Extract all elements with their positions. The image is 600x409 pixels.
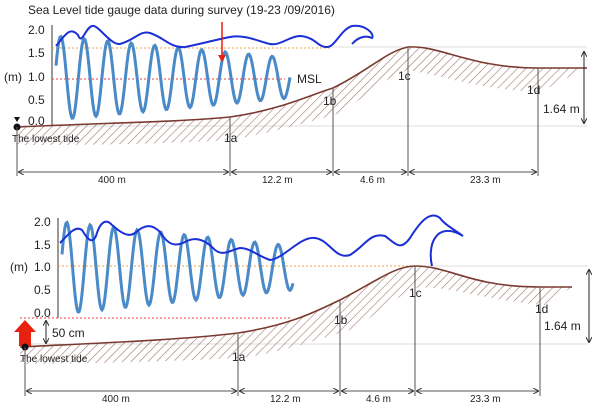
distance-label: 12.2 m — [270, 394, 301, 404]
distance-label: 23.3 m — [470, 175, 501, 186]
sea-level-rise-arrow-icon — [14, 320, 36, 346]
seabed-profile — [16, 46, 587, 128]
station-lines — [24, 266, 541, 396]
y-tick: 1.0 — [28, 70, 45, 84]
offset-label: 50 cm — [52, 326, 85, 340]
station-lines — [16, 47, 539, 176]
seabed-profile — [19, 265, 572, 348]
height-label: 1.64 m — [544, 319, 581, 333]
distance-label: 4.6 m — [366, 394, 391, 404]
station-1c: 1c — [398, 69, 411, 83]
lowest-tide-label: The lowest tide — [20, 354, 88, 365]
distance-label: 12.2 m — [262, 175, 293, 186]
red-pointer-arrowhead — [218, 55, 226, 62]
water-level-triangle-icon — [14, 117, 20, 122]
distance-label: 23.3 m — [470, 394, 501, 404]
lowest-tide-label: The lowest tide — [12, 134, 80, 145]
y-tick: 2.0 — [34, 215, 51, 229]
y-unit: (m) — [4, 70, 22, 84]
station-1a: 1a — [232, 350, 246, 364]
tide-gauge-signal — [60, 220, 295, 314]
height-label: 1.64 m — [543, 102, 580, 116]
y-tick: 1.5 — [34, 238, 51, 252]
wave-envelope — [59, 214, 464, 267]
y-tick: 1.5 — [28, 46, 45, 60]
chart-title: Sea Level tide gauge data during survey … — [28, 3, 335, 17]
distance-label: 400 m — [98, 175, 126, 186]
panel-bottom: 2.0 1.5 1.0 0.5 0.0 (m) The lowest tide … — [10, 214, 589, 405]
panel-top: Sea Level tide gauge data during survey … — [4, 3, 587, 186]
station-1d: 1d — [535, 302, 548, 316]
seabed-hatch — [17, 46, 587, 145]
station-1b: 1b — [334, 313, 348, 327]
station-1d: 1d — [527, 83, 540, 97]
station-1c: 1c — [409, 286, 422, 300]
seabed-hatch — [20, 266, 572, 364]
y-tick: 0.0 — [34, 306, 51, 320]
msl-label: MSL — [297, 72, 322, 86]
wave-envelope — [55, 24, 374, 49]
y-tick: 0.5 — [34, 283, 51, 297]
y-tick: 0.0 — [28, 114, 45, 128]
y-tick: 2.0 — [28, 23, 45, 37]
station-1b: 1b — [323, 94, 337, 108]
station-1a: 1a — [224, 131, 238, 145]
tide-gauge-signal — [54, 34, 292, 120]
distance-label: 400 m — [102, 394, 130, 404]
y-tick: 1.0 — [34, 260, 51, 274]
distance-label: 4.6 m — [360, 175, 385, 186]
y-unit: (m) — [10, 260, 28, 274]
y-tick: 0.5 — [28, 93, 45, 107]
